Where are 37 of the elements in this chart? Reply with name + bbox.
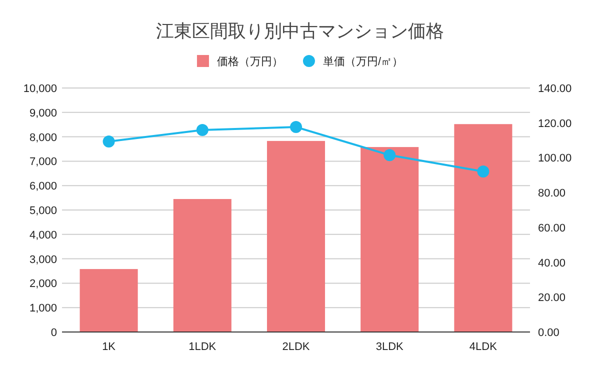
x-tick-label: 1LDK [188,341,217,353]
y2-tick-label: 100.00 [538,152,572,165]
bar [80,269,138,332]
legend-label: 価格（万円） [216,56,283,68]
point [477,165,490,178]
point [290,121,302,134]
y-tick-label: 6,000 [29,180,57,193]
y2-tick-label: 40.00 [538,257,566,270]
y2-tick-label: 20.00 [538,292,566,304]
y2-tick-label: 120.00 [538,118,572,130]
x-tick-label: 3LDK [376,341,404,353]
y-tick-label: 7,000 [29,156,57,168]
point [384,149,396,162]
y-tick-label: 1,000 [29,302,57,315]
x-tick-label: 1K [102,341,116,353]
legend-label: 単価（万円/㎡） [322,56,404,68]
bar [266,140,326,332]
y-tick-label: 5,000 [29,205,57,217]
y-tick-label: 0 [50,327,57,339]
y-tick-label: 3,000 [29,254,57,266]
y2-tick-label: 0.00 [538,327,560,339]
bar [360,147,419,332]
chart-title: 江東区間取り別中古マンション価格 [156,21,444,41]
x-tick-label: 4LDK [469,341,498,353]
y2-tick-label: 80.00 [538,188,566,200]
y-tick-label: 8,000 [29,132,57,144]
y2-tick-label: 140.00 [538,83,572,95]
bar [173,199,232,332]
point [102,136,115,148]
y-tick-label: 10,000 [23,83,57,95]
x-tick-label: 2LDK [282,341,310,353]
y-tick-label: 4,000 [29,229,57,242]
y-tick-label: 9,000 [29,107,57,120]
bar [454,124,512,332]
y2-tick-label: 60.00 [538,222,566,234]
y-tick-label: 2,000 [29,278,57,290]
point [196,124,208,136]
